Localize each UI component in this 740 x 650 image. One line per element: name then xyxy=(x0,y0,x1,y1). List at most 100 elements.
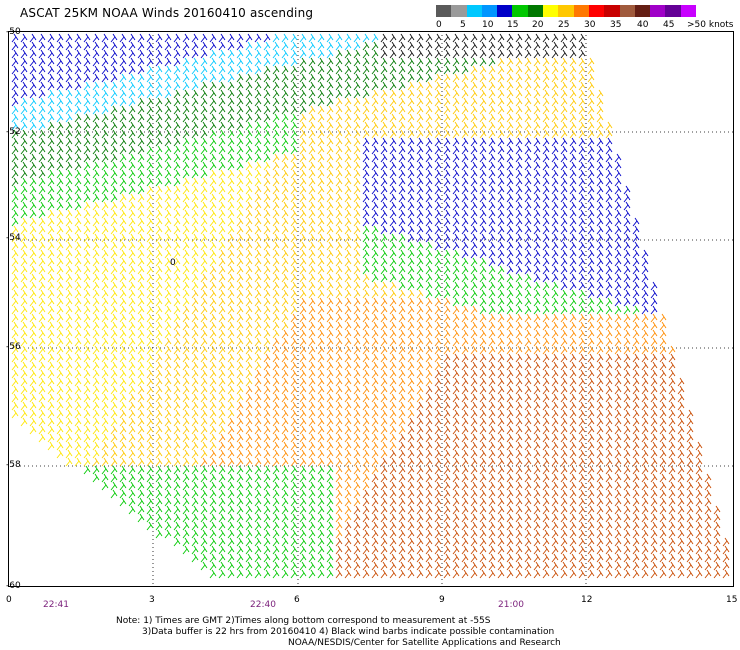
wind-barb xyxy=(209,497,217,507)
wind-barb xyxy=(497,121,505,131)
wind-barb xyxy=(299,185,307,195)
wind-barb xyxy=(209,41,217,51)
wind-barb xyxy=(65,161,73,171)
wind-barb xyxy=(227,529,235,539)
wind-barb xyxy=(290,273,298,283)
wind-barb xyxy=(317,513,325,523)
wind-barb xyxy=(443,305,451,315)
wind-barb xyxy=(488,465,496,475)
wind-barb xyxy=(695,569,703,579)
wind-barb xyxy=(515,465,523,475)
wind-barb xyxy=(308,201,316,211)
wind-barb xyxy=(497,425,505,435)
wind-barb xyxy=(218,57,226,67)
wind-barb xyxy=(650,345,658,355)
wind-barb xyxy=(497,249,505,259)
wind-barb xyxy=(65,273,73,283)
wind-barb xyxy=(344,393,352,403)
wind-barb xyxy=(461,393,469,403)
wind-barb xyxy=(74,393,82,403)
wind-barb xyxy=(560,185,568,195)
wind-barb xyxy=(434,81,442,91)
wind-barb xyxy=(677,401,685,411)
wind-barb xyxy=(506,497,514,507)
wind-barb xyxy=(56,73,64,83)
wind-barb xyxy=(191,145,199,155)
wind-barb xyxy=(515,161,523,171)
wind-barb xyxy=(470,73,478,83)
wind-barb xyxy=(578,209,586,219)
wind-barb xyxy=(524,377,532,387)
wind-barb xyxy=(281,105,289,115)
wind-barb xyxy=(164,105,172,115)
wind-barb xyxy=(515,529,523,539)
wind-barb xyxy=(569,329,577,339)
wind-barb xyxy=(542,65,550,75)
wind-barb xyxy=(389,529,397,539)
wind-barb xyxy=(29,377,37,387)
wind-barb xyxy=(128,353,136,363)
wind-barb xyxy=(344,297,352,307)
wind-barb xyxy=(416,345,424,355)
wind-barb xyxy=(20,249,28,259)
wind-barb xyxy=(452,529,460,539)
wind-barb xyxy=(398,257,406,267)
wind-barb xyxy=(578,265,586,275)
wind-barb xyxy=(488,161,496,171)
wind-barb xyxy=(83,257,91,267)
wind-barb xyxy=(380,361,388,371)
wind-barb xyxy=(353,409,361,419)
wind-barb xyxy=(110,289,118,299)
wind-barb xyxy=(11,337,19,347)
wind-barb xyxy=(398,265,406,275)
wind-barb xyxy=(272,521,280,531)
wind-barb xyxy=(101,249,109,259)
wind-barb xyxy=(218,497,226,507)
wind-barb xyxy=(110,169,118,179)
wind-barb xyxy=(470,81,478,91)
wind-barb xyxy=(551,185,559,195)
wind-barb xyxy=(245,169,253,179)
wind-barb xyxy=(227,433,235,443)
wind-barb xyxy=(416,281,424,291)
wind-barb xyxy=(587,105,595,115)
wind-barb xyxy=(200,449,208,459)
wind-barb xyxy=(578,569,586,579)
wind-barb xyxy=(173,65,181,75)
wind-barb xyxy=(65,73,73,83)
wind-barb xyxy=(479,49,487,59)
wind-barb xyxy=(407,89,415,99)
wind-barb xyxy=(164,521,172,531)
wind-barb xyxy=(164,417,172,427)
wind-barb xyxy=(578,465,586,475)
wind-barb xyxy=(92,41,100,51)
wind-barb xyxy=(596,137,604,147)
wind-barb xyxy=(371,369,379,379)
wind-barb xyxy=(254,65,262,75)
wind-barb xyxy=(236,289,244,299)
wind-barb xyxy=(317,49,325,59)
wind-barb xyxy=(92,473,100,483)
wind-barb xyxy=(497,113,505,123)
wind-barb xyxy=(209,185,217,195)
wind-barb xyxy=(272,497,280,507)
wind-barb xyxy=(128,201,136,211)
wind-barb xyxy=(200,521,208,531)
wind-barb xyxy=(101,113,109,123)
wind-barb xyxy=(407,569,415,579)
wind-barb xyxy=(497,441,505,451)
wind-barb xyxy=(533,433,541,443)
wind-barb xyxy=(542,441,550,451)
wind-barb xyxy=(407,369,415,379)
wind-barb xyxy=(623,417,631,427)
wind-barb xyxy=(245,145,253,155)
wind-barb xyxy=(407,337,415,347)
wind-barb xyxy=(515,281,523,291)
wind-barb xyxy=(128,481,136,491)
wind-barb xyxy=(218,313,226,323)
wind-barb xyxy=(119,449,127,459)
wind-barb xyxy=(92,369,100,379)
wind-barb xyxy=(551,441,559,451)
wind-barb xyxy=(461,201,469,211)
wind-barb xyxy=(209,225,217,235)
